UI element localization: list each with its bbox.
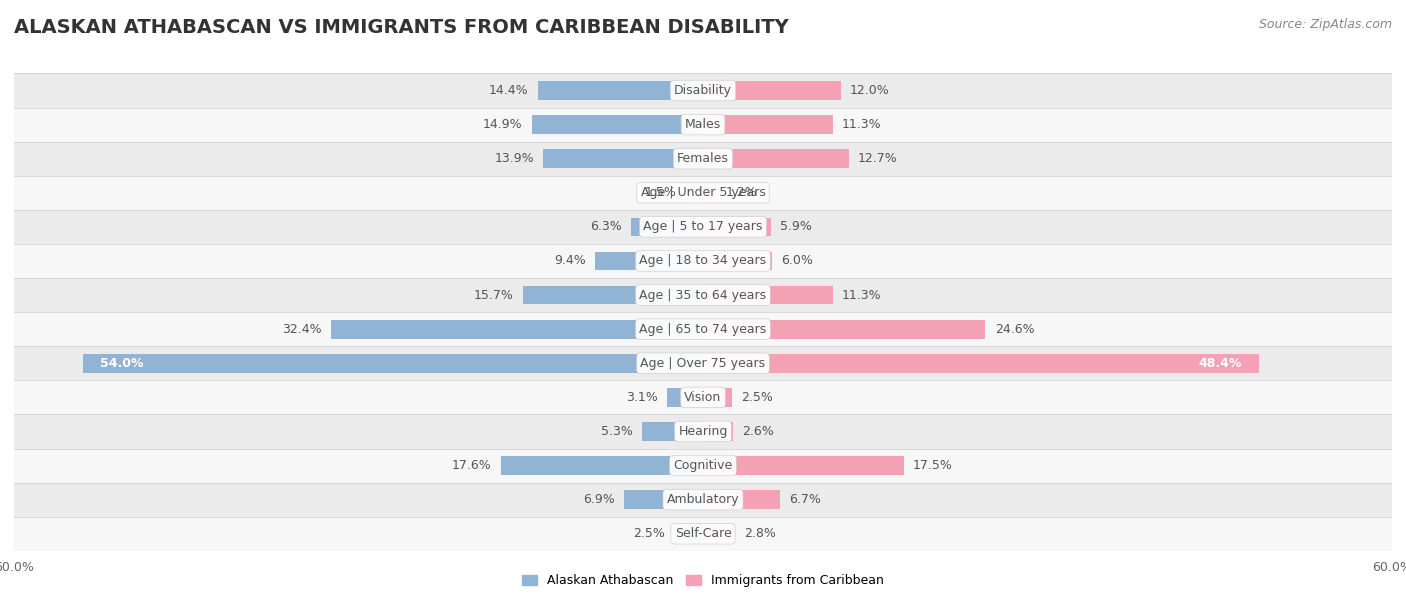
Bar (703, 524, 735, 543)
Text: 12.0%: 12.0% (851, 84, 890, 97)
Bar (643, 422, 703, 441)
Text: Ambulatory: Ambulatory (666, 493, 740, 506)
Text: 11.3%: 11.3% (842, 118, 882, 131)
Text: 6.7%: 6.7% (789, 493, 821, 506)
Bar (703, 115, 832, 134)
Text: 14.4%: 14.4% (489, 84, 529, 97)
Text: 6.3%: 6.3% (589, 220, 621, 233)
Text: 3.1%: 3.1% (627, 391, 658, 404)
Text: 2.6%: 2.6% (742, 425, 773, 438)
Text: 2.8%: 2.8% (744, 528, 776, 540)
Text: 6.9%: 6.9% (583, 493, 614, 506)
Text: Age | 18 to 34 years: Age | 18 to 34 years (640, 255, 766, 267)
Bar (330, 320, 703, 338)
Bar (624, 490, 703, 509)
Bar (543, 149, 703, 168)
Bar (703, 388, 731, 407)
Text: ALASKAN ATHABASCAN VS IMMIGRANTS FROM CARIBBEAN DISABILITY: ALASKAN ATHABASCAN VS IMMIGRANTS FROM CA… (14, 18, 789, 37)
Bar (537, 81, 703, 100)
Text: Males: Males (685, 118, 721, 131)
Text: 1.2%: 1.2% (725, 186, 758, 200)
Bar (14, 210, 1392, 244)
Bar (703, 149, 849, 168)
Bar (703, 81, 841, 100)
Text: Hearing: Hearing (678, 425, 728, 438)
Bar (703, 320, 986, 338)
Text: 5.9%: 5.9% (780, 220, 811, 233)
Bar (14, 449, 1392, 483)
Text: Cognitive: Cognitive (673, 459, 733, 472)
Text: 6.0%: 6.0% (782, 255, 813, 267)
Bar (531, 115, 703, 134)
Text: 2.5%: 2.5% (741, 391, 773, 404)
Text: Disability: Disability (673, 84, 733, 97)
Text: Vision: Vision (685, 391, 721, 404)
Text: 24.6%: 24.6% (994, 323, 1035, 335)
Bar (703, 456, 904, 475)
Bar (14, 380, 1392, 414)
Text: Age | 65 to 74 years: Age | 65 to 74 years (640, 323, 766, 335)
Bar (686, 184, 703, 202)
Bar (14, 414, 1392, 449)
Bar (14, 244, 1392, 278)
Text: 15.7%: 15.7% (474, 289, 513, 302)
Bar (14, 108, 1392, 141)
Bar (675, 524, 703, 543)
Bar (14, 483, 1392, 517)
Text: 54.0%: 54.0% (100, 357, 143, 370)
Text: Age | Over 75 years: Age | Over 75 years (641, 357, 765, 370)
Text: 5.3%: 5.3% (602, 425, 633, 438)
Bar (523, 286, 703, 304)
Bar (595, 252, 703, 271)
Text: 2.5%: 2.5% (633, 528, 665, 540)
Text: 48.4%: 48.4% (1198, 357, 1241, 370)
Text: 12.7%: 12.7% (858, 152, 898, 165)
Bar (83, 354, 703, 373)
Text: 1.5%: 1.5% (645, 186, 676, 200)
Text: Age | 5 to 17 years: Age | 5 to 17 years (644, 220, 762, 233)
Bar (14, 517, 1392, 551)
Bar (631, 217, 703, 236)
Bar (703, 217, 770, 236)
Bar (14, 141, 1392, 176)
Bar (703, 422, 733, 441)
Legend: Alaskan Athabascan, Immigrants from Caribbean: Alaskan Athabascan, Immigrants from Cari… (517, 569, 889, 592)
Bar (703, 490, 780, 509)
Text: 11.3%: 11.3% (842, 289, 882, 302)
Bar (703, 184, 717, 202)
Text: 32.4%: 32.4% (283, 323, 322, 335)
Text: Age | Under 5 years: Age | Under 5 years (641, 186, 765, 200)
Bar (668, 388, 703, 407)
Text: 14.9%: 14.9% (484, 118, 523, 131)
Text: 17.5%: 17.5% (912, 459, 953, 472)
Text: Age | 35 to 64 years: Age | 35 to 64 years (640, 289, 766, 302)
Bar (14, 278, 1392, 312)
Text: 13.9%: 13.9% (495, 152, 534, 165)
Bar (14, 312, 1392, 346)
Text: 9.4%: 9.4% (554, 255, 586, 267)
Text: Self-Care: Self-Care (675, 528, 731, 540)
Text: 17.6%: 17.6% (451, 459, 492, 472)
Bar (14, 346, 1392, 380)
Bar (14, 176, 1392, 210)
Bar (501, 456, 703, 475)
Text: Females: Females (678, 152, 728, 165)
Text: Source: ZipAtlas.com: Source: ZipAtlas.com (1258, 18, 1392, 31)
Bar (703, 252, 772, 271)
Bar (703, 354, 1258, 373)
Bar (703, 286, 832, 304)
Bar (14, 73, 1392, 108)
